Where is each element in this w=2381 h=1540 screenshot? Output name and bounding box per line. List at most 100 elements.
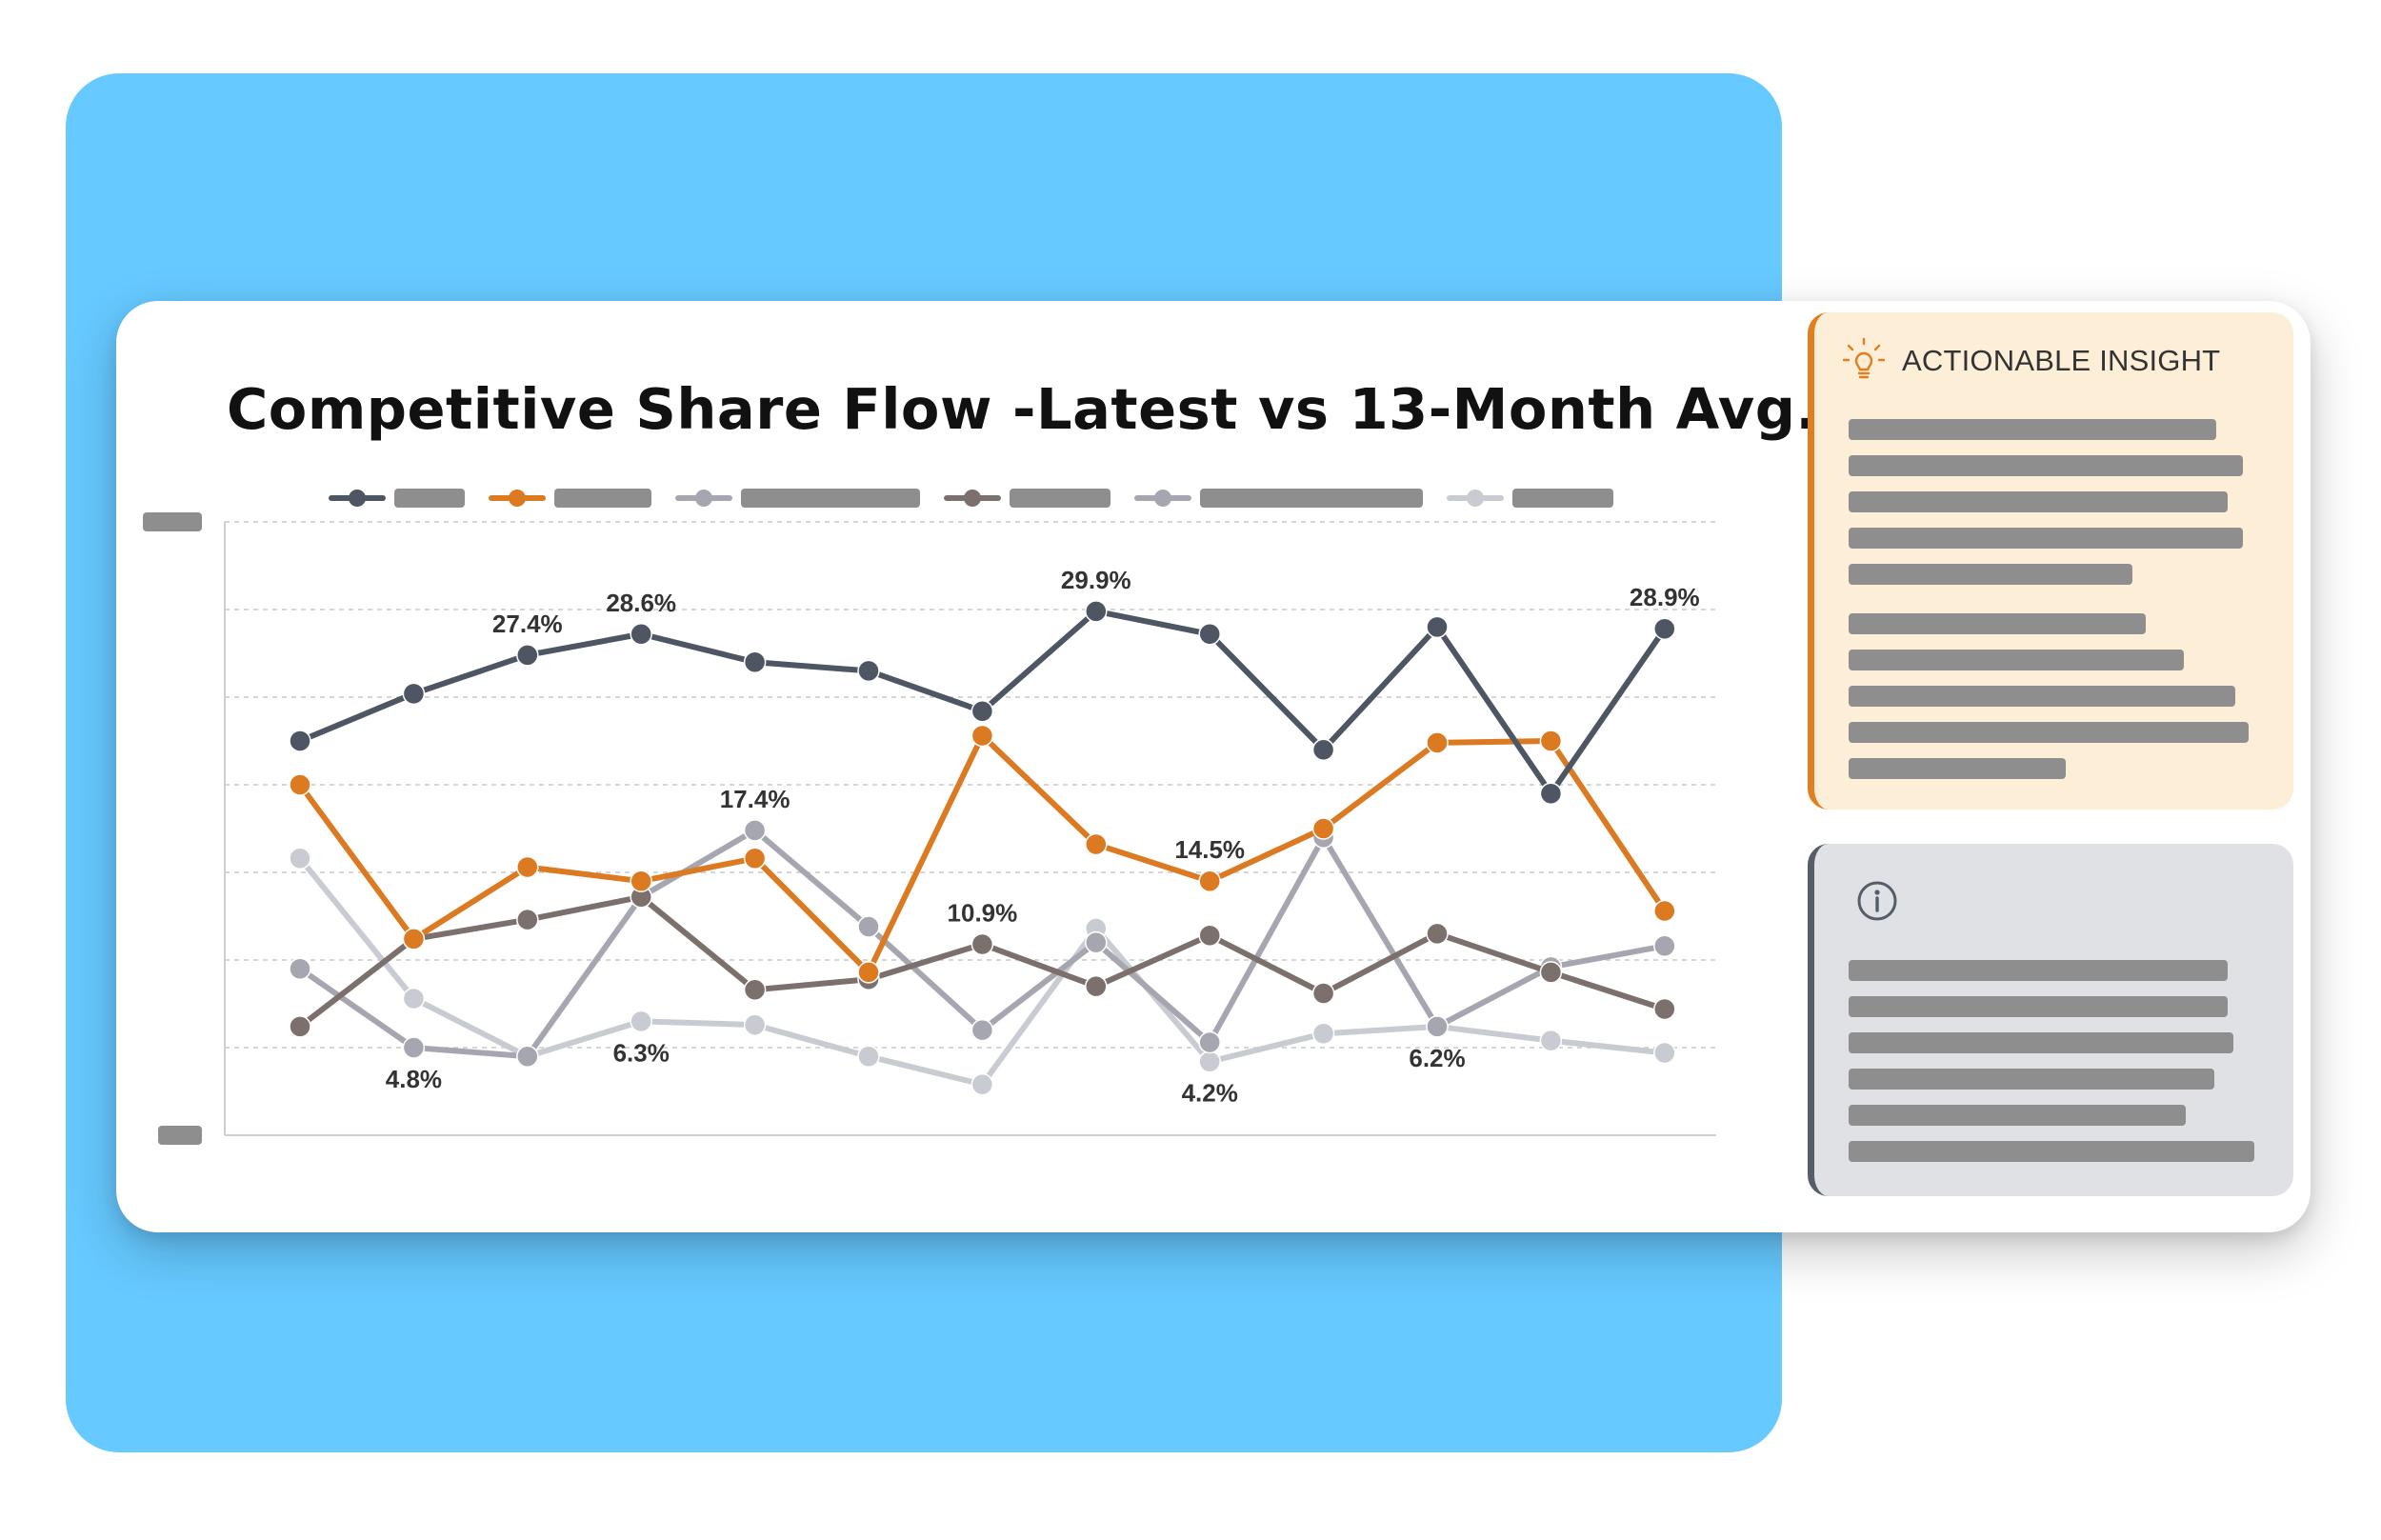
data-point — [289, 773, 311, 796]
data-point — [1653, 997, 1676, 1021]
data-label: 10.9% — [948, 898, 1018, 927]
data-point — [630, 1010, 652, 1033]
data-point — [743, 1013, 767, 1036]
legend-swatch-marker — [1467, 490, 1484, 507]
data-point — [289, 730, 311, 752]
data-point — [970, 699, 994, 723]
data-label: 29.9% — [1061, 566, 1131, 594]
redacted-text-line — [1849, 650, 2184, 670]
legend-swatch-marker — [349, 490, 366, 507]
info-panel — [1808, 844, 2293, 1196]
data-point — [1426, 922, 1449, 946]
data-point — [1311, 982, 1335, 1005]
data-point — [289, 957, 311, 980]
redacted-y-tick-top — [143, 512, 202, 531]
legend-swatch-marker — [695, 490, 712, 507]
data-point — [289, 1015, 311, 1038]
redacted-text-line — [1849, 613, 2146, 634]
redacted-text-line — [1849, 1032, 2233, 1053]
data-point — [970, 1072, 994, 1096]
data-point — [516, 855, 539, 879]
redacted-text-line — [1849, 1105, 2186, 1126]
lightbulb-icon — [1843, 337, 1885, 379]
legend-label-redacted — [394, 489, 465, 508]
data-point — [630, 623, 652, 646]
redacted-y-tick-bottom — [158, 1126, 202, 1145]
data-point — [1198, 1030, 1221, 1054]
data-point — [1426, 731, 1449, 754]
data-point — [1653, 934, 1676, 958]
data-point — [743, 847, 767, 870]
data-point — [970, 932, 994, 956]
redacted-text-line — [1849, 686, 2235, 707]
insight-header: ACTIONABLE INSIGHT — [1843, 335, 2220, 387]
data-point — [1198, 1050, 1221, 1073]
data-point — [970, 1018, 994, 1042]
redacted-text-line — [1849, 960, 2228, 981]
data-point — [857, 1045, 880, 1068]
chart-data-labels: 27.4% 28.6% 29.9% 28.9% 17.4% 14.5% 10.9% 4.8% 6… — [386, 566, 1700, 1108]
chart-title: Competitive Share Flow -Latest vs 13-Mon… — [227, 376, 1818, 442]
data-label: 17.4% — [720, 785, 790, 813]
info-icon — [1857, 881, 1897, 921]
insight-title: ACTIONABLE INSIGHT — [1902, 344, 2221, 377]
data-point — [970, 724, 994, 748]
redacted-text-line — [1849, 758, 2066, 779]
data-point — [743, 819, 767, 842]
chart-series — [289, 600, 1676, 1096]
redacted-text-line — [1849, 455, 2243, 476]
legend-label-redacted — [1200, 489, 1423, 508]
legend-label-redacted — [554, 489, 651, 508]
data-point — [402, 928, 426, 950]
data-point — [516, 908, 539, 931]
data-point — [743, 650, 767, 673]
data-point — [516, 644, 539, 667]
chart-axes — [143, 512, 1716, 1145]
data-label: 28.6% — [606, 589, 676, 617]
legend-swatch-marker — [1154, 490, 1171, 507]
redacted-text-line — [1849, 1069, 2214, 1090]
data-point — [1539, 961, 1563, 984]
data-point — [289, 847, 311, 870]
redacted-text-line — [1849, 996, 2228, 1017]
data-label: 27.4% — [492, 610, 563, 638]
data-label: 6.2% — [1409, 1044, 1465, 1072]
data-point — [1198, 870, 1221, 892]
data-point — [1539, 1029, 1563, 1052]
data-point — [1311, 817, 1335, 840]
data-point — [1085, 832, 1108, 856]
data-point — [857, 961, 880, 984]
data-point — [743, 978, 767, 1002]
redacted-text-line — [1849, 528, 2243, 549]
data-point — [1085, 974, 1108, 998]
legend-label-redacted — [1010, 489, 1110, 508]
data-point — [1311, 738, 1335, 761]
legend-label-redacted — [1512, 489, 1613, 508]
data-point — [1426, 1015, 1449, 1038]
data-point — [1085, 930, 1108, 954]
data-point — [402, 987, 426, 1010]
chart-gridlines — [225, 521, 1716, 1049]
redacted-text-line — [1849, 722, 2249, 743]
data-point — [1653, 1041, 1676, 1065]
data-label: 4.8% — [386, 1065, 442, 1093]
data-point — [1426, 615, 1449, 639]
data-point — [402, 1036, 426, 1059]
data-point — [857, 915, 880, 938]
data-label: 6.3% — [613, 1038, 670, 1067]
data-point — [1539, 730, 1563, 752]
data-point — [1085, 600, 1108, 623]
redacted-text-line — [1849, 491, 2228, 512]
data-label: 28.9% — [1630, 583, 1700, 611]
legend-swatch-marker — [964, 490, 981, 507]
data-point — [1539, 782, 1563, 805]
legend-label-redacted — [741, 489, 920, 508]
legend-swatch-marker — [509, 490, 526, 507]
redacted-text-line — [1849, 1141, 2254, 1162]
data-point — [516, 1045, 539, 1068]
data-label: 14.5% — [1174, 835, 1245, 864]
redacted-text-line — [1849, 564, 2132, 585]
data-point — [1198, 924, 1221, 947]
chart-legend — [329, 489, 1613, 508]
